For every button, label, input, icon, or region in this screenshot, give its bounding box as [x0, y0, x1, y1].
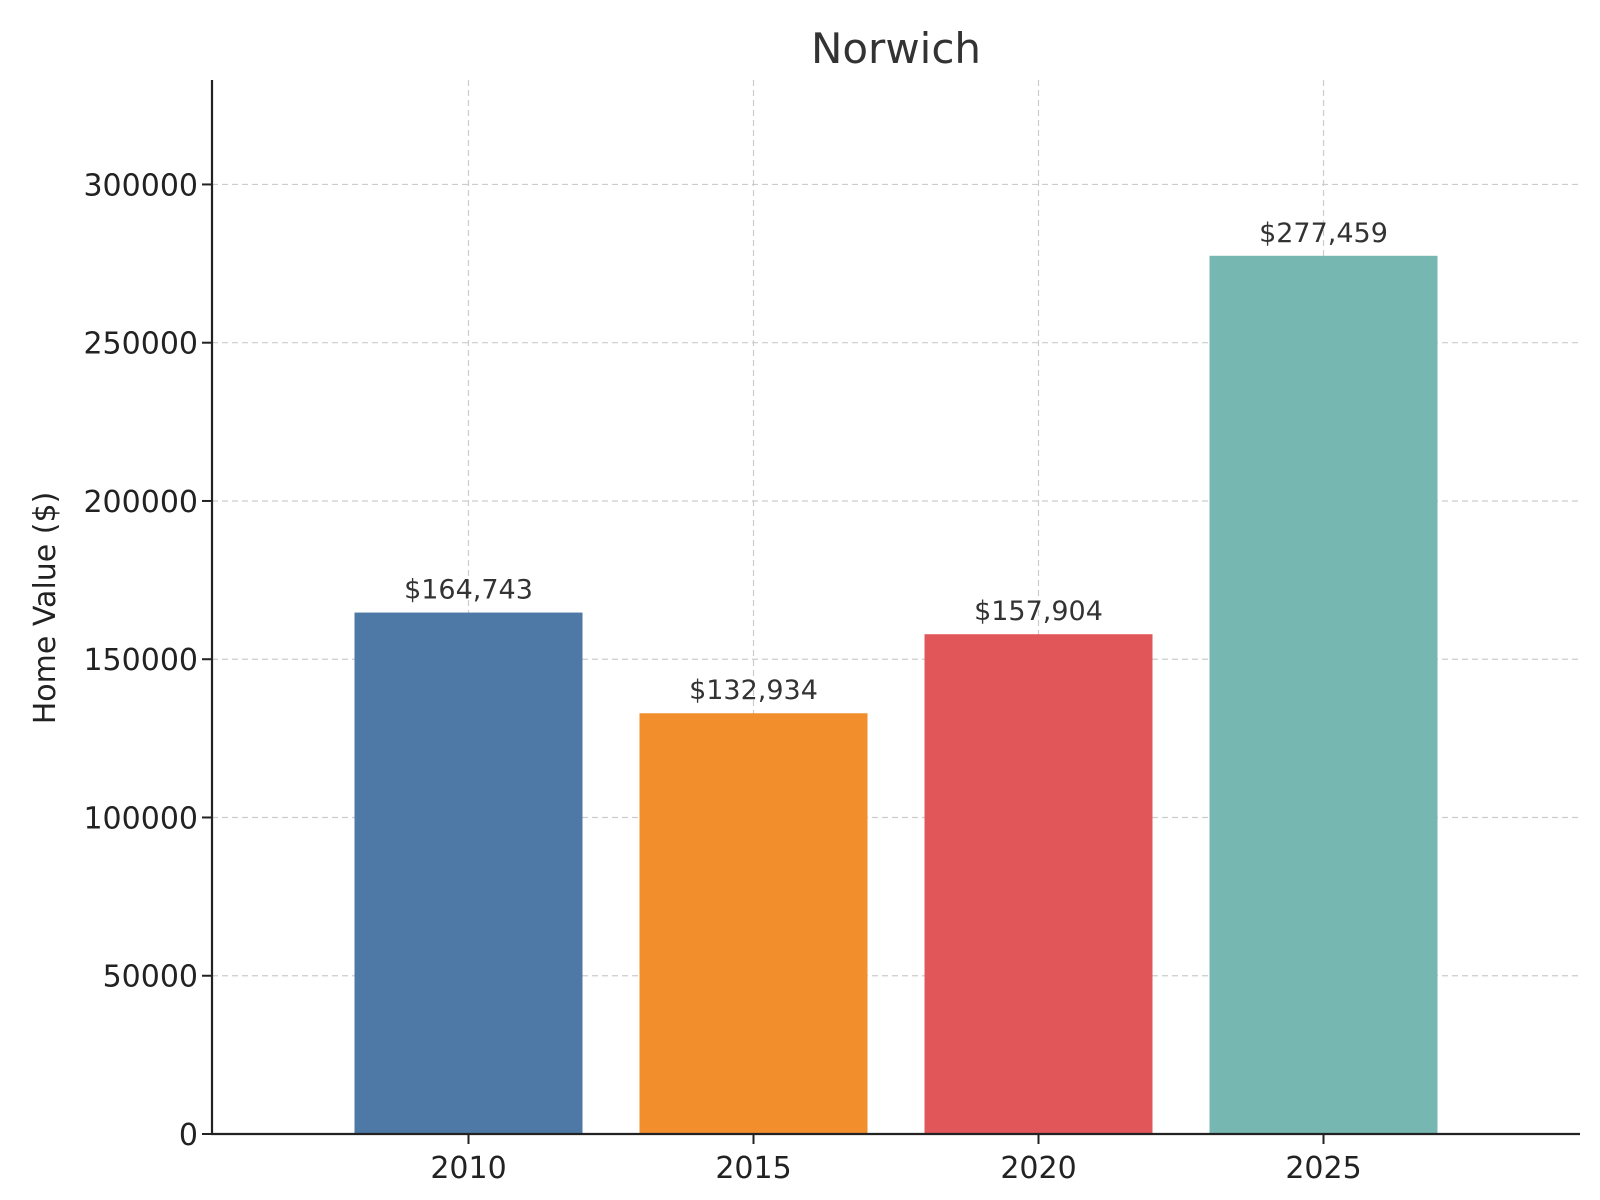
data-label-2010: $164,743: [404, 575, 533, 606]
bar-2025: [1209, 255, 1438, 1134]
data-label-2020: $157,904: [974, 596, 1103, 627]
data-label-2025: $277,459: [1259, 218, 1388, 249]
x-tick-label: 2025: [1285, 1151, 1361, 1186]
y-tick-label: 150000: [83, 643, 198, 678]
bars: [354, 255, 1438, 1134]
y-tick-label: 100000: [83, 801, 198, 836]
y-tick-label: 200000: [83, 485, 198, 520]
y-tick-label: 50000: [103, 960, 198, 995]
axis-ticks: 0 50000 100000 150000 200000 250000 300000 2010…: [83, 168, 1361, 1186]
x-tick-label: 2020: [1000, 1151, 1076, 1186]
bar-2015: [639, 713, 868, 1134]
y-tick-label: 0: [179, 1118, 198, 1153]
bar-2010: [354, 612, 583, 1134]
data-labels: $164,743 $132,934 $157,904 $277,459: [404, 218, 1388, 706]
x-tick-label: 2010: [430, 1151, 506, 1186]
bar-2020: [924, 634, 1153, 1134]
x-tick-label: 2015: [715, 1151, 791, 1186]
axes: [210, 80, 1580, 1136]
data-label-2015: $132,934: [689, 675, 818, 706]
y-axis-label: Home Value ($): [28, 492, 63, 725]
y-tick-label: 250000: [83, 327, 198, 362]
chart-title: Norwich: [811, 24, 981, 73]
y-tick-label: 300000: [83, 168, 198, 203]
